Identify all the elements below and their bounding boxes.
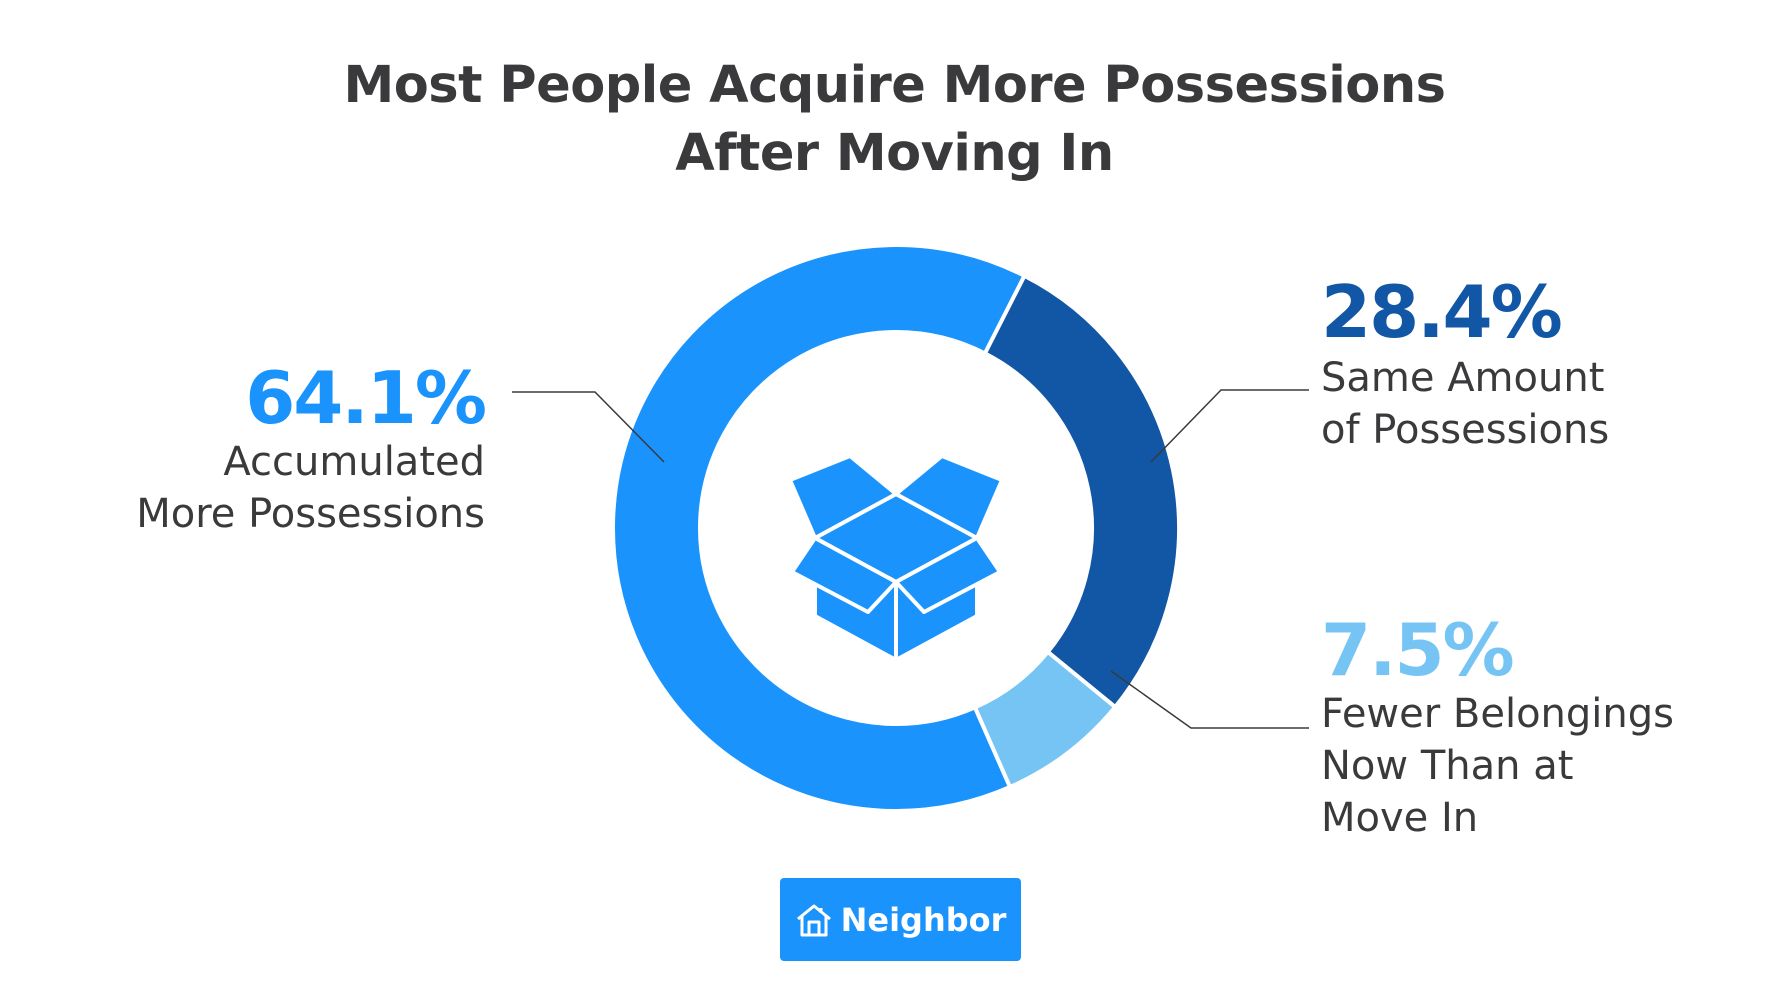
- chart-title: Most People Acquire More Possessions Aft…: [0, 52, 1789, 188]
- slice-label-line: Accumulated: [223, 439, 485, 485]
- leader-line-fewer: [1110, 670, 1309, 729]
- slice-same: [982, 273, 1181, 710]
- brand-name: Neighbor: [840, 900, 1007, 939]
- brand-logo-badge[interactable]: Neighbor: [780, 878, 1021, 961]
- slice-label-line: Same Amount: [1321, 355, 1605, 401]
- chart-title-line-2: After Moving In: [675, 124, 1114, 183]
- slice-label-value-fewer: 7.5%: [1321, 608, 1515, 692]
- slice-fewer: [972, 649, 1118, 790]
- slice-label-line: More Possessions: [136, 491, 485, 537]
- slice-label-same: Same Amount of Possessions: [1321, 352, 1609, 456]
- slice-label-fewer: Fewer Belongings Now Than at Move In: [1321, 688, 1674, 844]
- slice-label-value-accumulated: 64.1%: [245, 356, 487, 440]
- chart-title-line-1: Most People Acquire More Possessions: [343, 56, 1446, 115]
- slice-label-line: Now Than at: [1321, 743, 1574, 789]
- open-box-icon: [788, 454, 1004, 662]
- slice-label-line: of Possessions: [1321, 407, 1610, 453]
- slice-accumulated: [611, 243, 1028, 813]
- slice-label-line: Move In: [1321, 795, 1479, 841]
- slice-label-accumulated: Accumulated More Possessions: [136, 436, 485, 540]
- leader-line-same: [1150, 389, 1309, 463]
- leader-line-accumulated: [512, 391, 665, 463]
- slice-label-value-same: 28.4%: [1321, 270, 1563, 354]
- house-icon: [796, 904, 831, 936]
- slice-label-line: Fewer Belongings: [1321, 691, 1674, 737]
